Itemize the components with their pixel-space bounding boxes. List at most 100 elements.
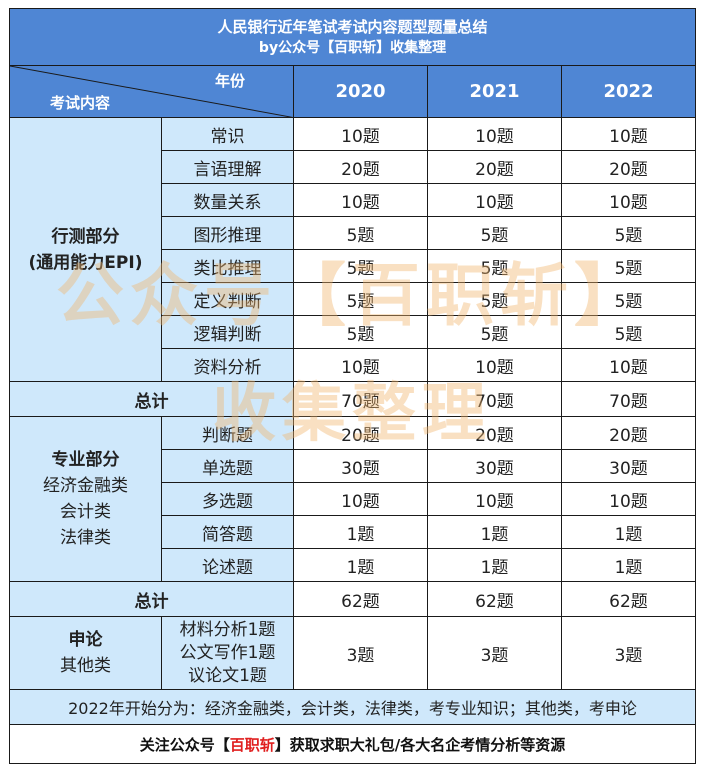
value-cell: 10题 xyxy=(427,482,562,516)
year-header-2022: 2022 xyxy=(561,65,696,118)
item-label: 公文写作1题 xyxy=(179,642,276,663)
value-cell: 1题 xyxy=(293,515,428,549)
total-value: 70题 xyxy=(427,381,562,417)
value-cell: 10题 xyxy=(293,183,428,217)
title-cell: 人民银行近年笔试考试内容题型题量总结 by公众号【百职斩】收集整理 xyxy=(9,8,696,66)
value-cell: 5题 xyxy=(293,315,428,349)
value-cell: 20题 xyxy=(427,416,562,450)
value-cell: 5题 xyxy=(293,216,428,250)
value-cell: 30题 xyxy=(427,449,562,483)
value-cell: 5题 xyxy=(561,282,696,316)
value-cell: 20题 xyxy=(293,416,428,450)
value-cell: 5题 xyxy=(427,249,562,283)
value-cell: 5题 xyxy=(427,282,562,316)
footer-highlight: 百职斩 xyxy=(229,735,275,754)
footer-cell: 关注公众号【百职斩】获取求职大礼包/各大名企考情分析等资源 xyxy=(9,724,696,764)
value-cell: 3题 xyxy=(561,616,696,690)
total-row-professional: 总计 62题 62题 62题 xyxy=(9,581,696,617)
total-value: 70题 xyxy=(561,381,696,417)
item-label: 数量关系 xyxy=(161,183,294,217)
value-cell: 5题 xyxy=(427,315,562,349)
table-row: 图形推理 5题 5题 5题 xyxy=(10,216,696,250)
value-cell: 1题 xyxy=(427,548,562,582)
section-subname: (通用能力EPI) xyxy=(28,252,143,273)
value-cell: 20题 xyxy=(561,150,696,184)
item-label: 图形推理 xyxy=(161,216,294,250)
total-row-aptitude: 总计 70题 70题 70题 xyxy=(9,381,696,417)
value-cell: 10题 xyxy=(293,348,428,382)
value-cell: 20题 xyxy=(293,150,428,184)
item-label: 常识 xyxy=(161,117,294,151)
year-header-2021: 2021 xyxy=(427,65,562,118)
item-label: 议论文1题 xyxy=(188,665,267,686)
table-row: 定义判断 5题 5题 5题 xyxy=(10,282,696,316)
value-cell: 3题 xyxy=(427,616,562,690)
total-label: 总计 xyxy=(9,581,294,617)
diagonal-header-cell: 年份 考试内容 xyxy=(9,65,294,118)
value-cell: 3题 xyxy=(293,616,428,690)
section-name: 行测部分 xyxy=(51,226,120,247)
section-subname: 其他类 xyxy=(60,656,111,676)
item-label: 单选题 xyxy=(161,449,294,483)
value-cell: 20题 xyxy=(561,416,696,450)
value-cell: 10题 xyxy=(427,183,562,217)
value-cell: 10题 xyxy=(561,482,696,516)
summary-table: 人民银行近年笔试考试内容题型题量总结 by公众号【百职斩】收集整理 年份 考试内… xyxy=(9,8,696,764)
value-cell: 5题 xyxy=(293,249,428,283)
table-row: 多选题 10题 10题 10题 xyxy=(10,482,696,516)
section-label-aptitude: 行测部分 (通用能力EPI) xyxy=(9,117,162,382)
value-cell: 5题 xyxy=(427,216,562,250)
table-title: 人民银行近年笔试考试内容题型题量总结 xyxy=(217,18,488,36)
value-cell: 5题 xyxy=(561,249,696,283)
item-label: 多选题 xyxy=(161,482,294,516)
footer-suffix: 】获取求职大礼包/各大名企考情分析等资源 xyxy=(274,735,566,754)
value-cell: 10题 xyxy=(561,183,696,217)
value-cell: 1题 xyxy=(293,548,428,582)
essay-items-cell: 材料分析1题 公文写作1题 议论文1题 xyxy=(161,616,294,690)
header-content-label: 考试内容 xyxy=(50,94,111,112)
total-label: 总计 xyxy=(9,381,294,417)
section-category: 法律类 xyxy=(60,528,111,548)
header-row: 年份 考试内容 2020 2021 2022 xyxy=(9,65,696,118)
item-label: 定义判断 xyxy=(161,282,294,316)
total-value: 62题 xyxy=(293,581,428,617)
section-category: 会计类 xyxy=(60,502,111,522)
summary-table-container: 人民银行近年笔试考试内容题型题量总结 by公众号【百职斩】收集整理 年份 考试内… xyxy=(9,8,696,764)
item-label: 类比推理 xyxy=(161,249,294,283)
title-row: 人民银行近年笔试考试内容题型题量总结 by公众号【百职斩】收集整理 xyxy=(9,8,696,66)
value-cell: 1题 xyxy=(561,548,696,582)
section-label-essay: 申论 其他类 xyxy=(9,616,162,690)
table-subtitle: by公众号【百职斩】收集整理 xyxy=(258,40,447,56)
year-header-2020: 2020 xyxy=(293,65,428,118)
diagonal-line xyxy=(10,66,291,117)
value-cell: 5题 xyxy=(561,216,696,250)
total-value: 62题 xyxy=(561,581,696,617)
value-cell: 5题 xyxy=(293,282,428,316)
section-name: 申论 xyxy=(68,630,103,650)
value-cell: 10题 xyxy=(293,482,428,516)
value-cell: 1题 xyxy=(561,515,696,549)
value-cell: 5题 xyxy=(561,315,696,349)
value-cell: 10题 xyxy=(293,117,428,151)
item-label: 简答题 xyxy=(161,515,294,549)
note-text: 2022年开始分为：经济金融类，会计类，法律类，考专业知识；其他类，考申论 xyxy=(9,689,696,725)
table-row: 行测部分 (通用能力EPI) 常识 10题 10题 10题 xyxy=(9,117,696,382)
total-value: 70题 xyxy=(293,381,428,417)
header-year-label: 年份 xyxy=(214,72,245,90)
table-row: 专业部分 经济金融类 会计类 法律类 判断题 20题 20题 20题 xyxy=(9,416,696,582)
item-label: 资料分析 xyxy=(161,348,294,382)
value-cell: 10题 xyxy=(561,117,696,151)
section-name: 专业部分 xyxy=(51,450,120,470)
table-row: 资料分析 10题 10题 10题 xyxy=(10,348,696,382)
item-label: 材料分析1题 xyxy=(179,619,276,640)
essay-row: 申论 其他类 材料分析1题 公文写作1题 议论文1题 3题 3题 3题 xyxy=(9,616,696,690)
item-label: 言语理解 xyxy=(161,150,294,184)
value-cell: 10题 xyxy=(427,117,562,151)
item-label: 论述题 xyxy=(161,548,294,582)
section-category: 经济金融类 xyxy=(43,476,128,496)
value-cell: 20题 xyxy=(427,150,562,184)
item-label: 逻辑判断 xyxy=(161,315,294,349)
footer-prefix: 关注公众号【 xyxy=(139,735,230,754)
value-cell: 30题 xyxy=(561,449,696,483)
table-row: 单选题 30题 30题 30题 xyxy=(10,449,696,483)
